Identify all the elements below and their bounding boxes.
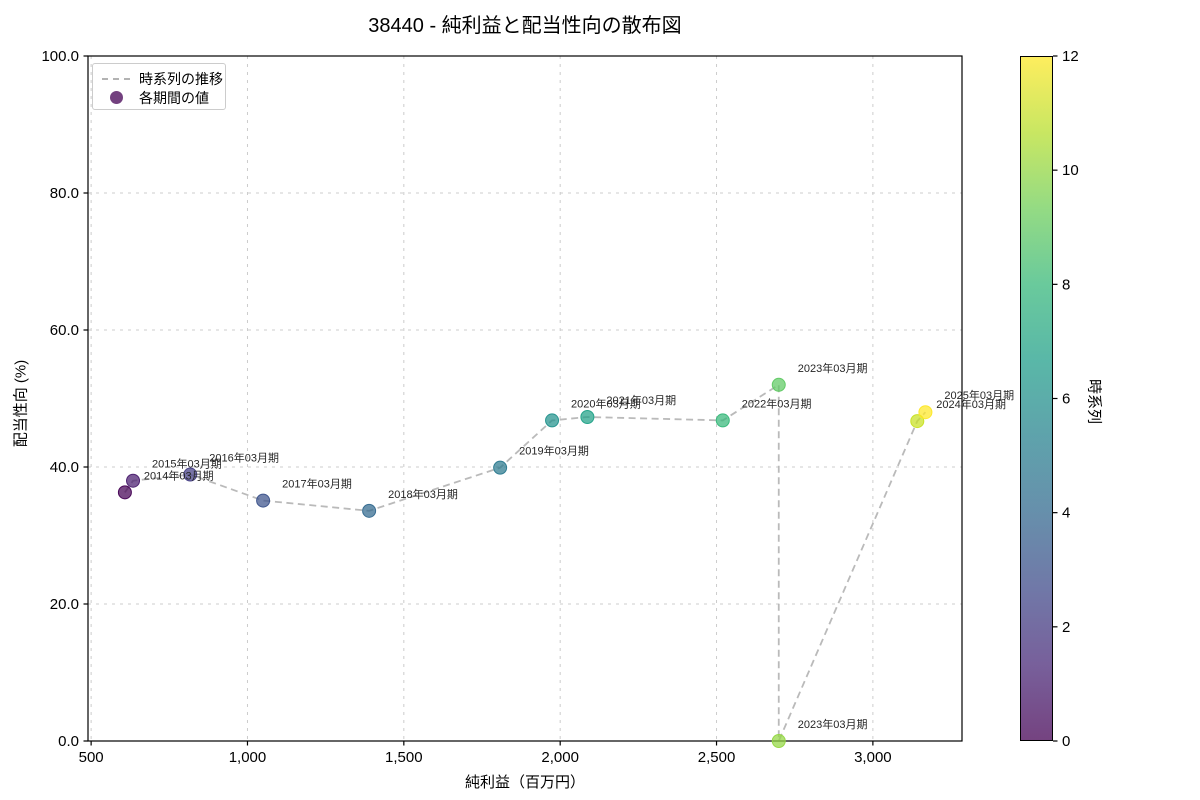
data-point (771, 377, 786, 392)
colorbar-tick-label: 12 (1062, 48, 1079, 65)
axes-spines (87, 55, 963, 742)
x-tick-label: 2,000 (541, 749, 579, 766)
y-tick-label: 100.0 (41, 48, 79, 65)
data-point (715, 413, 730, 428)
legend-item-trend: 時系列の推移 (102, 69, 223, 88)
legend-item-points: 各期間の値 (102, 88, 216, 107)
point-annotation: 2019年03月期 (519, 444, 589, 458)
y-tick-label: 60.0 (50, 322, 79, 339)
data-point (918, 405, 933, 420)
point-annotation: 2023年03月期 (798, 361, 868, 375)
scatter-dot-icon (110, 91, 123, 104)
data-point (183, 467, 198, 482)
point-annotation: 2020年03月期 (571, 396, 641, 410)
colorbar-tick-label: 0 (1062, 733, 1070, 750)
point-annotation: 2023年03月期 (798, 717, 868, 731)
point-annotation: 2025年03月期 (944, 388, 1014, 402)
trend-line (124, 383, 927, 742)
point-annotation: 2016年03月期 (209, 451, 279, 465)
data-point (545, 413, 560, 428)
colorbar (1020, 56, 1053, 741)
data-point (362, 503, 377, 518)
dashed-line-icon (102, 77, 130, 80)
point-annotation: 2022年03月期 (742, 396, 812, 410)
point-annotation: 2017年03月期 (282, 477, 352, 491)
point-annotation: 2024年03月期 (936, 397, 1006, 411)
y-tick-label: 80.0 (50, 185, 79, 202)
x-axis-title: 純利益（百万円） (464, 774, 585, 791)
point-annotation: 2021年03月期 (606, 393, 676, 407)
colorbar-tick-label: 8 (1062, 276, 1070, 293)
data-point (126, 473, 141, 488)
point-annotation: 2014年03月期 (144, 468, 214, 482)
y-tick-label: 0.0 (58, 733, 79, 750)
legend-trend-label: 時系列の推移 (139, 70, 223, 87)
data-point (493, 460, 508, 475)
colorbar-tick-label: 2 (1062, 619, 1070, 636)
y-tick-label: 20.0 (50, 596, 79, 613)
data-point (910, 414, 925, 429)
y-tick-label: 40.0 (50, 459, 79, 476)
data-point (771, 734, 786, 748)
point-annotation: 2018年03月期 (388, 487, 458, 501)
colorbar-tick-label: 10 (1062, 162, 1079, 179)
x-tick-label: 2,500 (698, 749, 736, 766)
x-tick-label: 1,500 (385, 749, 423, 766)
point-annotation: 2015年03月期 (152, 457, 222, 471)
x-tick-label: 1,000 (229, 749, 267, 766)
legend-points-label: 各期間の値 (139, 89, 209, 106)
colorbar-tick-label: 4 (1062, 505, 1070, 522)
data-point (580, 409, 595, 424)
data-point (256, 493, 271, 508)
x-tick-label: 500 (79, 749, 104, 766)
colorbar-tick-label: 6 (1062, 391, 1070, 408)
x-tick-label: 3,000 (854, 749, 892, 766)
colorbar-gradient (1021, 57, 1052, 740)
legend: 時系列の推移 各期間の値 (92, 63, 226, 110)
chart-title: 38440 - 純利益と配当性向の散布図 (368, 15, 682, 37)
data-point (117, 485, 132, 500)
